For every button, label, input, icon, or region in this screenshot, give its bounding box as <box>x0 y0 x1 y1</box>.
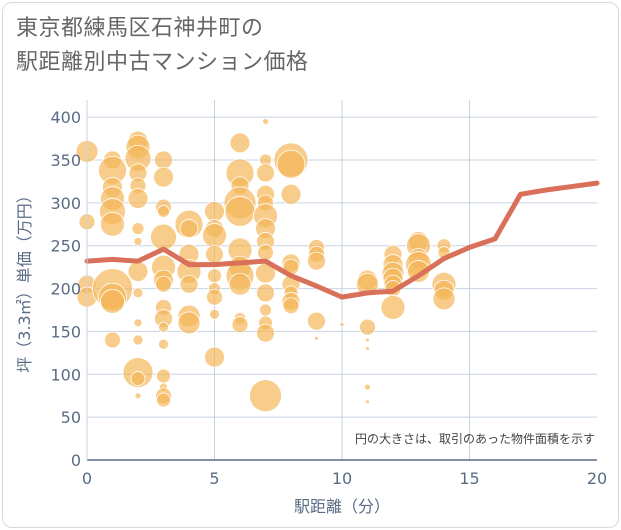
data-bubble <box>132 287 144 299</box>
data-bubble <box>100 289 125 314</box>
data-bubble <box>127 261 149 282</box>
y-tick-label: 300 <box>50 194 81 213</box>
data-bubble <box>133 237 143 246</box>
data-bubble <box>132 334 144 346</box>
y-tick-label: 0 <box>71 451 81 470</box>
chart-title-line-2: 駅距離別中古マンション価格 <box>16 50 309 75</box>
data-bubble <box>380 295 406 320</box>
data-bubble <box>206 288 223 306</box>
y-tick-label: 100 <box>50 365 81 384</box>
data-bubble <box>276 149 306 179</box>
data-bubble <box>224 196 256 227</box>
y-tick-label: 150 <box>50 322 81 341</box>
data-bubble <box>127 188 149 209</box>
y-axis-label: 坪（3.3㎡）単価（万円） <box>15 187 34 372</box>
data-bubble <box>150 223 177 251</box>
data-bubble <box>262 118 269 125</box>
data-bubble <box>365 337 370 343</box>
data-bubble <box>432 287 456 311</box>
data-bubble <box>256 163 275 183</box>
bubble-size-note: 円の大きさは、取引のあった物件面積を示す <box>355 431 595 446</box>
data-bubble <box>202 223 227 248</box>
data-bubble <box>364 383 371 391</box>
y-tick-label: 350 <box>50 151 81 170</box>
data-bubble <box>228 272 252 296</box>
data-bubble <box>100 211 125 237</box>
data-bubble <box>179 219 199 238</box>
data-bubble <box>339 322 345 327</box>
data-bubble <box>205 244 224 264</box>
data-bubble <box>104 331 121 349</box>
data-bubble <box>257 244 274 261</box>
y-tick-label: 250 <box>50 237 81 256</box>
data-bubble <box>156 392 171 408</box>
average-line-path <box>84 180 600 300</box>
data-bubble <box>209 308 220 320</box>
x-tick-label: 15 <box>459 469 479 488</box>
data-bubble <box>134 392 142 400</box>
data-bubble <box>314 335 319 341</box>
y-tick-label: 200 <box>50 280 81 299</box>
data-bubble <box>280 183 302 205</box>
y-tick-label: 400 <box>50 108 81 127</box>
data-bubble <box>282 297 300 315</box>
data-bubble <box>229 132 251 154</box>
data-bubble <box>158 338 169 350</box>
data-bubble <box>156 368 171 384</box>
data-bubble <box>158 321 169 333</box>
data-bubble <box>177 311 201 335</box>
data-bubble <box>256 323 275 343</box>
data-bubble <box>359 318 376 336</box>
chart-title: 東京都練馬区石神井町の 駅距離別中古マンション価格 <box>16 12 309 80</box>
data-bubble <box>133 318 143 328</box>
data-bubble <box>131 222 145 235</box>
data-bubble <box>207 268 222 284</box>
data-bubble <box>307 251 326 271</box>
x-tick-label: 20 <box>587 469 607 488</box>
data-bubble <box>179 274 199 294</box>
data-bubble <box>365 399 370 405</box>
y-tick-label: 50 <box>61 408 81 427</box>
data-bubble <box>154 150 173 170</box>
x-tick-label: 0 <box>82 469 92 488</box>
data-bubble <box>365 346 370 351</box>
data-bubble <box>256 283 275 303</box>
x-tick-label: 10 <box>332 469 352 488</box>
x-tick-label: 5 <box>209 469 219 488</box>
data-bubble <box>153 166 174 188</box>
data-bubble <box>259 303 272 317</box>
chart-title-line-1: 東京都練馬区石神井町の <box>16 16 264 41</box>
data-bubble <box>204 346 225 368</box>
data-bubble <box>130 371 146 386</box>
axes: 0 50 100 150 200 250 300 350 400 0 5 10 15 20 <box>50 100 607 488</box>
data-bubble <box>204 201 225 222</box>
data-bubble <box>231 316 249 333</box>
x-axis-label: 駅距離（分） <box>294 497 390 516</box>
average-price-line <box>84 180 600 300</box>
data-bubble <box>155 275 172 293</box>
bubble-series <box>75 118 457 413</box>
data-bubble <box>249 379 282 413</box>
data-bubble <box>307 311 326 331</box>
data-bubble <box>157 205 170 218</box>
